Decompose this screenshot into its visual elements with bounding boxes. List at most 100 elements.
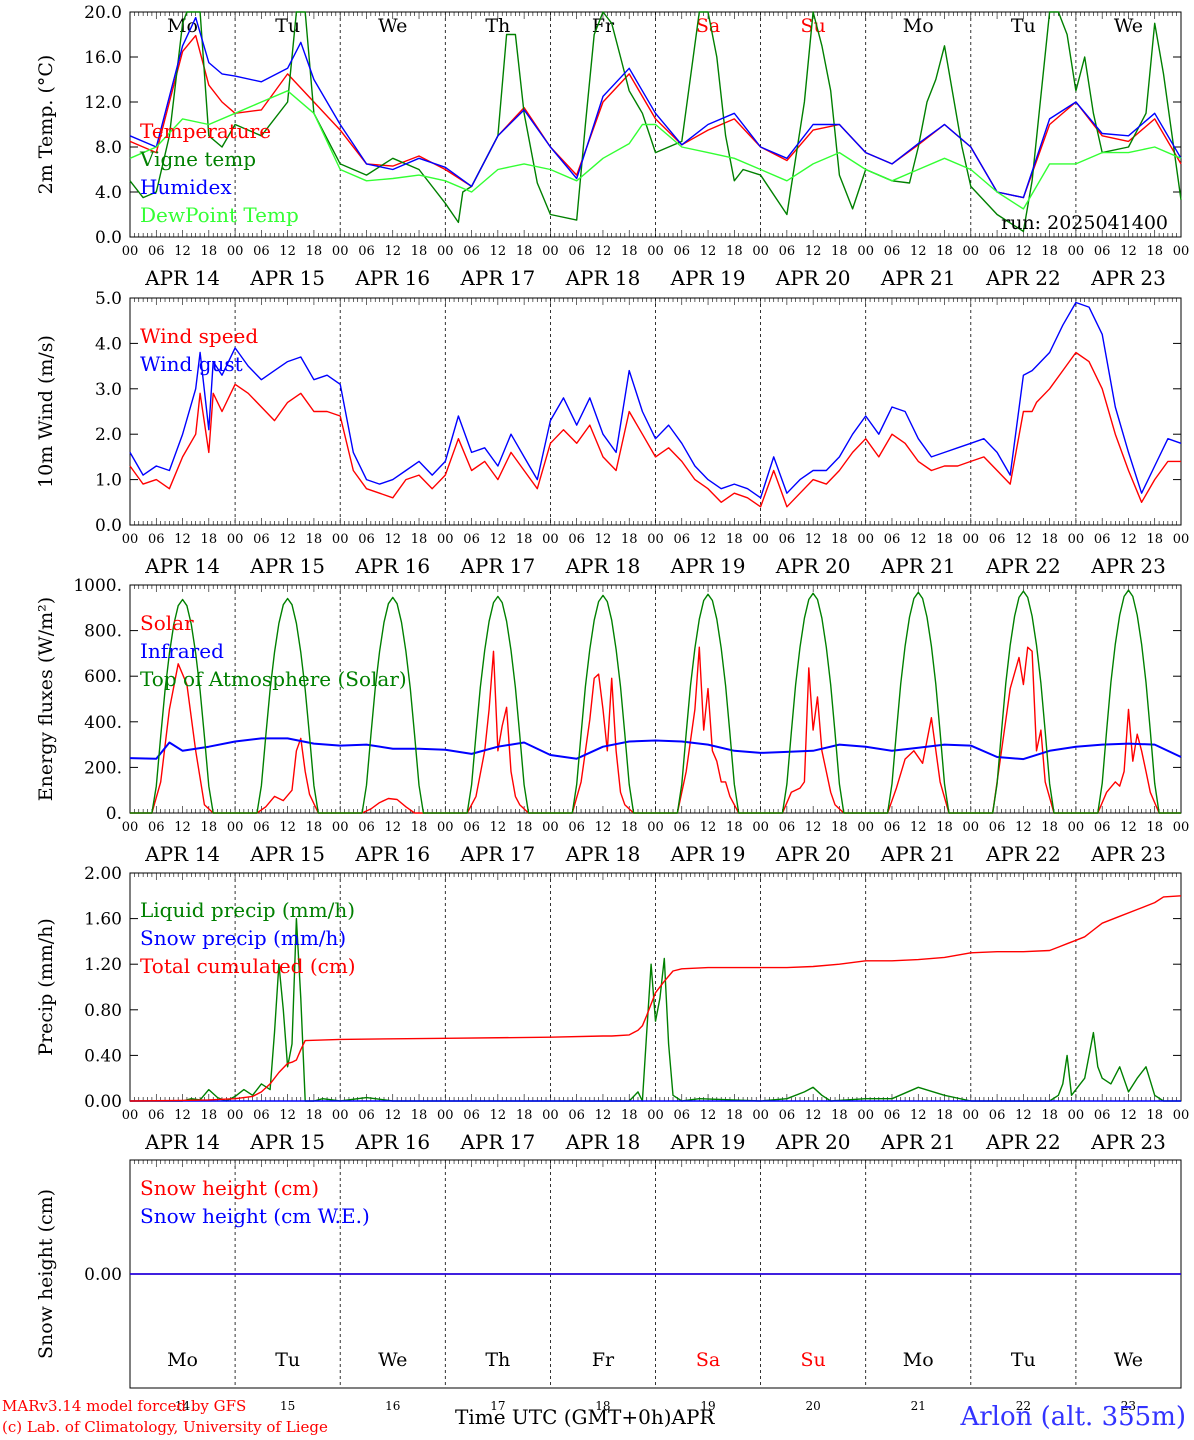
hour-tick-label: 12 xyxy=(910,532,927,547)
model-credit: MARv3.14 model forced by GFS xyxy=(2,1397,247,1415)
date-label: APR 22 xyxy=(985,1130,1061,1154)
hour-tick-label: 00 xyxy=(857,532,874,547)
hour-tick-label: 18 xyxy=(831,532,848,547)
hour-tick-label: 00 xyxy=(122,820,139,835)
hour-tick-label: 12 xyxy=(490,244,507,259)
hour-tick-label: 18 xyxy=(201,1108,218,1123)
day-name: We xyxy=(1114,15,1143,37)
hour-tick-label: 06 xyxy=(884,244,901,259)
hour-tick-label: 12 xyxy=(1120,244,1137,259)
legend-entry: Temperature xyxy=(140,119,271,143)
hour-tick-label: 06 xyxy=(1094,244,1111,259)
date-label: APR 23 xyxy=(1090,266,1166,290)
hour-tick-label: 18 xyxy=(726,244,743,259)
y-tick-label: 0.40 xyxy=(84,1046,122,1066)
hour-tick-label: 12 xyxy=(1015,532,1032,547)
hour-tick-label: 18 xyxy=(1041,532,1058,547)
day-name: Th xyxy=(485,1349,510,1371)
hour-tick-label: 18 xyxy=(201,820,218,835)
legend-entry: Wind speed xyxy=(140,324,258,348)
hour-tick-label: 06 xyxy=(148,1108,165,1123)
day-name: Su xyxy=(801,15,826,37)
hour-tick-label: 00 xyxy=(437,532,454,547)
hour-tick-label: 12 xyxy=(384,820,401,835)
hour-tick-label: 18 xyxy=(516,244,533,259)
hour-tick-label: 12 xyxy=(910,1108,927,1123)
x-axis-title-text: Time UTC (GMT+0h) xyxy=(455,1405,672,1429)
legend-entry: Vigne temp xyxy=(139,147,256,171)
hour-tick-label: 18 xyxy=(1041,820,1058,835)
hour-tick-label: 12 xyxy=(1120,1108,1137,1123)
date-label: APR 21 xyxy=(880,266,956,290)
series-line xyxy=(129,737,1182,761)
date-label: APR 14 xyxy=(144,554,220,578)
hour-tick-label: 00 xyxy=(332,532,349,547)
hour-tick-label: 06 xyxy=(568,1108,585,1123)
legend-entry: Snow height (cm W.E.) xyxy=(140,1204,370,1228)
legend-entry: Humidex xyxy=(140,175,232,199)
hour-tick-label: 06 xyxy=(358,1108,375,1123)
date-label: APR 21 xyxy=(880,842,956,866)
hour-tick-label: 12 xyxy=(490,820,507,835)
y-axis-label: Energy fluxes (W/m²) xyxy=(35,597,57,801)
date-label: APR 20 xyxy=(775,554,851,578)
y-tick-label: 2.0 xyxy=(95,425,122,445)
day-number: 18 xyxy=(595,1399,610,1413)
hour-tick-label: 12 xyxy=(279,244,296,259)
date-label: APR 16 xyxy=(354,266,430,290)
hour-tick-label: 12 xyxy=(700,820,717,835)
hour-tick-label: 00 xyxy=(963,244,980,259)
y-tick-label: 1000. xyxy=(73,576,122,596)
hour-tick-label: 18 xyxy=(831,820,848,835)
date-label: APR 19 xyxy=(670,554,746,578)
hour-tick-label: 12 xyxy=(490,532,507,547)
date-label: APR 18 xyxy=(565,554,641,578)
hour-tick-label: 18 xyxy=(1146,532,1163,547)
y-axis-label: 10m Wind (m/s) xyxy=(35,335,57,488)
hour-tick-label: 12 xyxy=(595,532,612,547)
hour-tick-label: 00 xyxy=(122,1108,139,1123)
hour-tick-label: 00 xyxy=(122,244,139,259)
hour-tick-label: 00 xyxy=(963,532,980,547)
date-label: APR 14 xyxy=(144,266,220,290)
hour-tick-label: 18 xyxy=(411,820,428,835)
day-name: We xyxy=(378,1349,407,1371)
hour-tick-label: 00 xyxy=(437,1108,454,1123)
date-label: APR 22 xyxy=(985,554,1061,578)
hour-tick-label: 00 xyxy=(1068,1108,1085,1123)
hour-tick-label: 18 xyxy=(1041,1108,1058,1123)
hour-tick-label: 00 xyxy=(857,820,874,835)
hour-tick-label: 12 xyxy=(384,1108,401,1123)
hour-tick-label: 00 xyxy=(963,820,980,835)
y-axis-label: 2m Temp. (°C) xyxy=(35,55,57,195)
day-number: 14 xyxy=(175,1399,191,1413)
hour-tick-label: 00 xyxy=(963,1108,980,1123)
hour-tick-label: 06 xyxy=(989,1108,1006,1123)
date-label: APR 17 xyxy=(459,1130,535,1154)
y-tick-label: 0.00 xyxy=(84,1092,122,1112)
hour-tick-label: 06 xyxy=(989,820,1006,835)
hour-tick-label: 06 xyxy=(253,532,270,547)
hour-tick-label: 12 xyxy=(595,820,612,835)
legend-entry: Liquid precip (mm/h) xyxy=(140,898,355,922)
hour-tick-label: 00 xyxy=(332,1108,349,1123)
hour-tick-label: 06 xyxy=(1094,1108,1111,1123)
hour-tick-label: 12 xyxy=(279,820,296,835)
hour-tick-label: 00 xyxy=(227,1108,244,1123)
date-label: APR 22 xyxy=(985,842,1061,866)
date-label: APR 15 xyxy=(249,842,325,866)
hour-tick-label: 18 xyxy=(516,1108,533,1123)
hour-tick-label: 00 xyxy=(752,532,769,547)
hour-tick-label: 18 xyxy=(306,1108,323,1123)
y-tick-label: 0.0 xyxy=(95,516,122,536)
hour-tick-label: 12 xyxy=(1015,1108,1032,1123)
hour-tick-label: 00 xyxy=(227,532,244,547)
series-line xyxy=(129,90,1182,210)
y-tick-label: 0.00 xyxy=(84,1265,122,1285)
station-name: Arlon (alt. 355m) xyxy=(960,1402,1186,1432)
day-name: Tu xyxy=(1011,1349,1036,1371)
legend-entry: Solar xyxy=(140,611,194,635)
hour-tick-label: 18 xyxy=(621,820,638,835)
hour-tick-label: 06 xyxy=(463,532,480,547)
hour-tick-label: 00 xyxy=(1173,820,1190,835)
